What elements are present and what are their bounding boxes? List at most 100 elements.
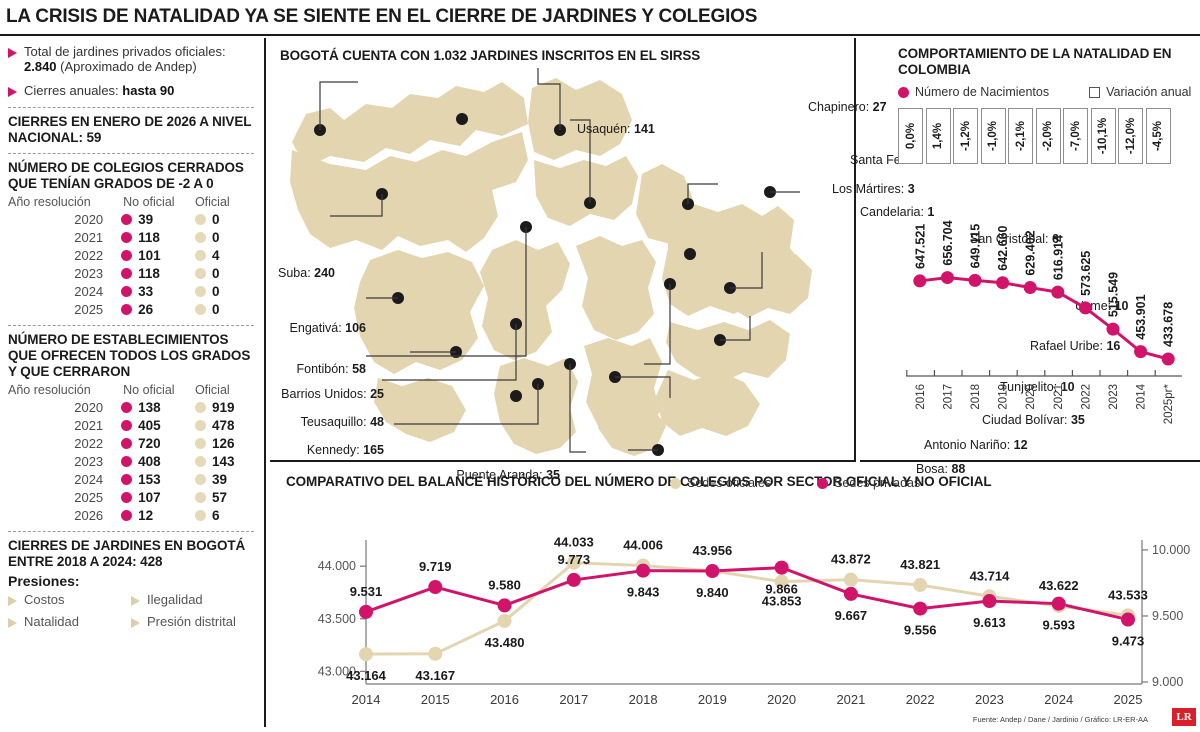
nacimientos-value-label: 649.115 [969,224,983,269]
triangle-bullet-icon [8,87,17,97]
triangle-bullet-icon [8,618,17,628]
sedes-privadas-value-label: 9.556 [904,623,937,638]
presion-label: Costos [24,592,65,607]
sedes-oficiales-point [566,555,581,570]
sedes-oficiales-point [774,574,789,589]
sedes-oficiales-value-label: 43.480 [485,635,525,650]
table-row: 2022 101 4 [8,246,254,264]
cell-oficial: 4 [211,247,220,263]
map-label-kennedy: Kennedy: 165 [306,443,384,457]
magenta-dot-icon [121,267,133,279]
x-axis-label: 2022 [906,692,935,707]
variacion-value: -10,1% [1097,117,1109,155]
presion-label: Ilegalidad [147,592,203,607]
nacimientos-value-label: 647.521 [913,224,927,269]
cell-oficial: 6 [211,507,220,523]
map-label-bosa: Bosa: 88 [916,462,966,476]
nacimientos-value-label: 433.678 [1162,302,1176,347]
sedes-privadas-point [774,560,789,575]
x-axis-label: 2020 [767,692,796,707]
tan-dot-icon [194,267,206,279]
map-label-barrios-unidos: Barrios Unidos: 25 [281,387,384,401]
legend-label-privadas: Sedes privadas [834,476,921,490]
tan-dot-icon [194,437,206,449]
bullet-1-line1: Cierres anuales: [24,83,123,98]
table-colegios-cerrados: Año resolución No oficial Oficial 2020 39… [8,194,254,318]
x-axis-label: 2016 [490,692,519,707]
cell-no-oficial: 118 [138,229,160,245]
x-axis-label: 2017 [559,692,588,707]
x-axis-label: 2014 [352,692,381,707]
sedes-privadas-value-label: 9.580 [488,577,521,592]
sedes-oficiales-value-label: 43.622 [1039,578,1079,593]
magenta-dot-icon [121,419,133,431]
variacion-box: -10,1% [1090,108,1116,164]
sedes-oficiales-line [365,561,1129,656]
nacimientos-value-label: 616.914 [1051,235,1065,280]
sedes-oficiales-point [428,646,443,661]
table-row: 2021 405 478 [8,416,254,434]
map-title: BOGOTÁ CUENTA CON 1.032 JARDINES INSCRIT… [280,48,701,63]
cell-oficial: 57 [211,489,227,505]
natalidad-panel: COMPORTAMIENTO DE LA NATALIDAD EN COLOMB… [860,38,1200,462]
sedes-privadas-value-label: 9.613 [973,615,1006,630]
tan-dot-icon [194,303,206,315]
nacimientos-point [1106,322,1120,336]
x-axis-label: 2021 [836,692,865,707]
nacimientos-value-label: 629.402 [1024,230,1038,275]
list-item: Total de jardines privados oficiales: 2.… [8,44,254,74]
magenta-dot-icon [817,477,829,489]
presion-label: Presión distrital [147,614,236,629]
sedes-privadas-point [566,572,581,587]
nacimientos-point [1023,281,1037,295]
table-row: 2024 153 39 [8,470,254,488]
sedes-privadas-point [913,601,928,616]
sedes-privadas-value-label: 9.843 [627,585,660,600]
variacion-box: -1,2% [953,108,978,164]
cell-oficial: 919 [211,399,235,415]
map-label-san-cristobal: San Cristóbal: 6 [970,232,1059,246]
tan-dot-icon [194,509,206,521]
divider [8,153,254,154]
x-axis-label: 2025pr* [1163,383,1175,424]
nacimientos-value-label: 453.901 [1134,294,1148,339]
legend-label-1: Variación anual [1106,85,1192,99]
nacimientos-point [1078,301,1092,315]
variacion-box: -2,0% [1035,108,1061,164]
sedes-oficiales-value-label: 43.853 [762,594,802,609]
comparativo-legend: Sedes oficiales Sedes privadas [670,476,920,490]
tan-dot-icon [194,231,206,243]
sedes-privadas-point [636,563,651,578]
presiones-title: Presiones: [8,573,80,589]
sedes-privadas-value-label: 9.840 [696,585,729,600]
variacion-box: -2,1% [1008,108,1033,164]
variacion-anual-boxes: 0,0% 1,4% -1,2% -1,0% -2,1% -2,0% -7,0% -10,1% -… [898,108,1194,164]
table-row: 2025 107 57 [8,488,254,506]
cell-oficial: 0 [211,265,220,281]
x-axis-label: 2022 [1080,384,1092,410]
magenta-dot-icon [121,401,133,413]
source-note: Fuente: Andep / Dane / Jardinio / Gráfic… [972,715,1148,724]
cell-year: 2022 [74,435,104,451]
cell-no-oficial: 118 [138,265,160,281]
variacion-box: 1,4% [925,108,951,164]
cell-year: 2023 [74,453,104,469]
magenta-dot-icon [121,303,133,315]
table-row: 2023 118 0 [8,264,254,282]
block-cierres-enero: CIERRES EN ENERO DE 2026 A NIVEL NACIONA… [8,114,252,145]
map-leader-lines [319,68,800,453]
x-axis-label: 2018 [970,384,982,410]
table-row: 2020 39 0 [8,210,254,228]
nacimientos-line [919,276,1169,361]
magenta-dot-icon [121,249,133,261]
natalidad-line-chart: 647.521 656.704 649.115 642.660 629.402 616.9… [898,168,1190,430]
x-axis-label: 2016 [915,384,927,410]
variacion-value: -12,0% [1124,117,1137,155]
variacion-box: 0,0% [898,108,923,164]
sedes-privadas-value-label: 9.473 [1112,634,1145,649]
map-label-los-martires: Los Mártires: 3 [832,182,915,196]
nacimientos-point [1161,352,1175,366]
triangle-bullet-icon [8,48,17,58]
divider [8,107,254,108]
x-axis-label: 2020 [1025,384,1037,410]
